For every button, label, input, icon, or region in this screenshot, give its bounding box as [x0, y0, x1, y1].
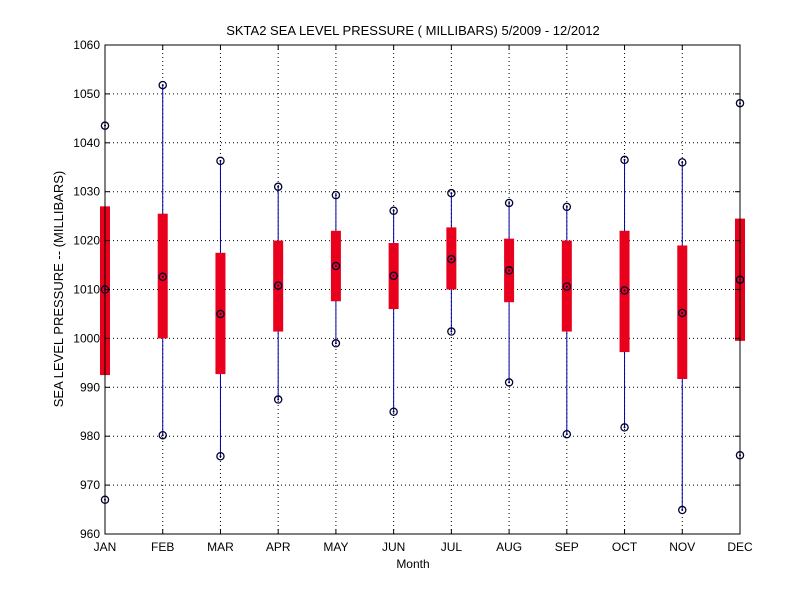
x-tick-label: JAN	[94, 540, 117, 554]
y-axis-ticks: 960 970 980 990 1000 1010 1020 1030 1040 1050 1060	[73, 38, 740, 541]
median-marker-dot-jul	[450, 258, 453, 261]
max-marker-sep	[562, 202, 572, 212]
min-marker-oct	[620, 423, 629, 432]
x-tick-label: MAR	[207, 540, 234, 554]
y-tick-label: 1030	[73, 185, 100, 199]
y-axis-label: SEA LEVEL PRESSURE -- (MILLIBARS)	[51, 171, 66, 407]
x-tick-label: JUL	[441, 540, 463, 554]
median-marker-sep	[562, 282, 572, 291]
min-marker-sep	[562, 429, 572, 439]
median-marker-dot-nov	[681, 311, 684, 314]
max-marker-nov	[678, 158, 687, 167]
min-marker-jul	[447, 327, 456, 336]
max-marker-dot-jun	[392, 209, 395, 212]
min-marker-mar	[216, 451, 225, 461]
y-tick-label: 1000	[73, 331, 100, 345]
x-tick-label: DEC	[727, 540, 753, 554]
min-marker-dot-jun	[392, 410, 395, 413]
max-marker-feb	[158, 80, 167, 90]
median-marker-dot-sep	[565, 285, 568, 288]
x-tick-label: APR	[266, 540, 291, 554]
y-tick-label: 970	[80, 478, 100, 492]
max-marker-dot-sep	[565, 205, 568, 208]
median-marker-dot-oct	[623, 289, 626, 292]
max-marker-dot-apr	[277, 185, 280, 188]
x-tick-label: OCT	[612, 540, 638, 554]
min-marker-dot-mar	[219, 455, 222, 458]
max-marker-dot-aug	[508, 201, 511, 204]
x-tick-label: MAY	[323, 540, 348, 554]
median-marker-dot-jun	[392, 274, 395, 277]
max-marker-dot-feb	[161, 84, 164, 87]
chart-title: SKTA2 SEA LEVEL PRESSURE ( MILLIBARS) 5/…	[226, 23, 600, 38]
max-marker-dot-mar	[219, 159, 222, 162]
min-marker-may	[331, 339, 341, 348]
median-marker-may	[331, 261, 341, 271]
x-tick-label: NOV	[669, 540, 695, 554]
max-marker-jul	[447, 188, 456, 198]
min-marker-apr	[273, 395, 283, 404]
y-tick-label: 1010	[73, 283, 100, 297]
y-tick-label: 1020	[73, 234, 100, 248]
y-tick-label: 990	[80, 380, 100, 394]
min-marker-dot-feb	[161, 434, 164, 437]
median-marker-feb	[158, 272, 167, 282]
min-marker-dot-apr	[277, 398, 280, 401]
max-marker-aug	[504, 198, 514, 208]
x-axis-label: Month	[396, 557, 429, 571]
median-marker-mar	[216, 309, 225, 319]
max-marker-may	[331, 190, 341, 200]
max-marker-dot-oct	[623, 158, 626, 161]
median-marker-dot-feb	[161, 275, 164, 278]
x-tick-label: JUN	[382, 540, 405, 554]
x-tick-label: FEB	[151, 540, 174, 554]
median-marker-oct	[620, 286, 629, 295]
min-marker-nov	[678, 505, 687, 515]
median-marker-jul	[447, 254, 456, 264]
min-marker-dot-aug	[508, 381, 511, 384]
min-marker-dot-oct	[623, 426, 626, 429]
median-marker-dot-apr	[277, 284, 280, 287]
x-tick-label: SEP	[555, 540, 579, 554]
y-tick-label: 980	[80, 429, 100, 443]
min-marker-dot-sep	[565, 433, 568, 436]
median-marker-aug	[504, 266, 514, 275]
y-tick-label: 960	[80, 527, 100, 541]
max-marker-dot-may	[334, 194, 337, 197]
median-marker-jun	[389, 271, 398, 281]
median-marker-nov	[678, 308, 687, 318]
min-marker-dot-jul	[450, 330, 453, 333]
min-marker-dot-may	[334, 342, 337, 345]
max-marker-dot-nov	[681, 161, 684, 164]
median-marker-dot-aug	[508, 269, 511, 272]
x-tick-label: AUG	[496, 540, 522, 554]
x-axis-ticks: JAN FEB MAR APR MAY JUN JUL AUG SEP OCT NOV DEC	[94, 45, 753, 554]
max-marker-mar	[216, 156, 225, 166]
max-marker-apr	[273, 182, 283, 192]
min-marker-feb	[158, 430, 167, 440]
median-marker-dot-mar	[219, 312, 222, 315]
min-marker-aug	[504, 378, 514, 387]
max-marker-dot-jul	[450, 192, 453, 195]
median-marker-apr	[273, 281, 283, 290]
min-marker-dot-nov	[681, 509, 684, 512]
y-tick-label: 1040	[73, 136, 100, 150]
y-tick-label: 1050	[73, 87, 100, 101]
min-marker-jun	[389, 407, 398, 416]
max-marker-jun	[389, 206, 398, 216]
max-marker-oct	[620, 155, 629, 165]
y-tick-label: 1060	[73, 38, 100, 52]
median-marker-dot-may	[334, 265, 337, 268]
